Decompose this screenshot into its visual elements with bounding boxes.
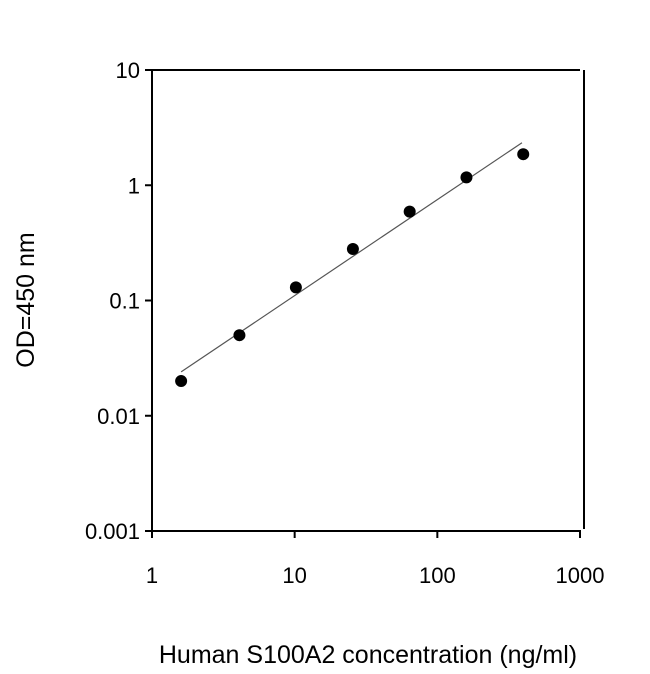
y-axis-title: OD=450 nm: [12, 232, 40, 368]
y-tick-label: 0.1: [109, 289, 140, 314]
y-axis: 0.001 0.01 0.1 1 10: [85, 58, 152, 544]
x-axis-title: Human S100A2 concentration (ng/ml): [159, 641, 577, 669]
data-point: [403, 205, 416, 218]
x-tick-label: 1: [146, 563, 158, 588]
data-point: [460, 171, 473, 184]
x-tick-label: 1000: [556, 563, 605, 588]
y-tick-label: 1: [128, 173, 140, 198]
plot-frame: [151, 69, 585, 532]
y-tick-label: 0.01: [97, 404, 140, 429]
y-tick-label: 0.001: [85, 519, 140, 544]
x-tick-label: 100: [419, 563, 456, 588]
y-tick-label: 10: [116, 58, 140, 83]
data-points: [175, 148, 530, 388]
data-point: [289, 281, 302, 294]
data-point: [233, 329, 246, 342]
data-point: [517, 148, 530, 161]
data-point: [175, 375, 188, 388]
data-point: [346, 242, 359, 255]
x-tick-label: 10: [282, 563, 306, 588]
x-axis: 1 10 100 1000: [146, 531, 605, 588]
